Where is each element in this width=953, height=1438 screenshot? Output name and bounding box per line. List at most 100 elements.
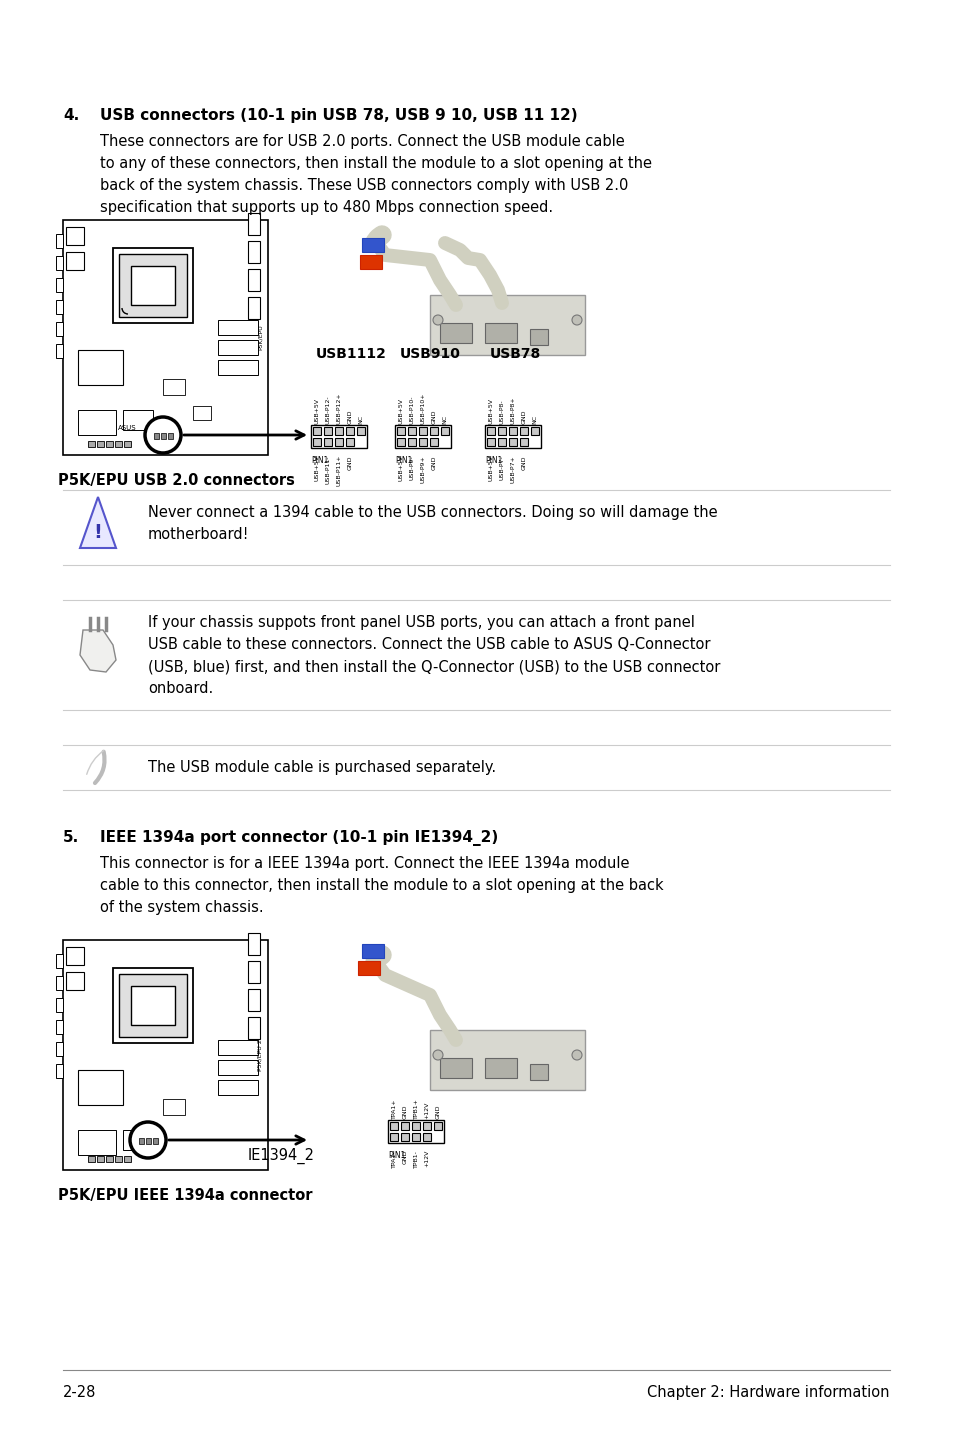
Bar xyxy=(248,961,260,984)
Bar xyxy=(484,324,517,344)
Bar xyxy=(484,1058,517,1078)
Bar xyxy=(78,1130,116,1155)
Text: IEEE 1394a port connector (10-1 pin IE1394_2): IEEE 1394a port connector (10-1 pin IE13… xyxy=(100,830,497,846)
Text: NC: NC xyxy=(442,416,447,424)
Bar xyxy=(430,427,437,436)
Bar xyxy=(440,427,449,436)
Bar xyxy=(218,1080,257,1094)
Bar xyxy=(56,998,63,1012)
Bar xyxy=(356,427,365,436)
Polygon shape xyxy=(80,498,116,548)
Bar xyxy=(248,1017,260,1040)
Text: +12V: +12V xyxy=(424,1102,429,1119)
Bar xyxy=(124,1156,131,1162)
Bar xyxy=(396,427,405,436)
Text: to any of these connectors, then install the module to a slot opening at the: to any of these connectors, then install… xyxy=(100,155,651,171)
Text: GND: GND xyxy=(521,410,526,424)
Bar xyxy=(88,441,95,447)
Text: specification that supports up to 480 Mbps connection speed.: specification that supports up to 480 Mb… xyxy=(100,200,553,216)
Bar xyxy=(66,227,84,244)
Text: TPB1+: TPB1+ xyxy=(413,1099,418,1119)
Bar xyxy=(112,968,193,1043)
Bar xyxy=(439,324,472,344)
Bar xyxy=(395,426,451,449)
Text: USB-P10+: USB-P10+ xyxy=(420,393,425,424)
Text: USB-P11+: USB-P11+ xyxy=(336,454,341,486)
Text: Chapter 2: Hardware information: Chapter 2: Hardware information xyxy=(647,1385,889,1401)
Bar xyxy=(248,213,260,234)
Bar xyxy=(248,933,260,955)
Bar xyxy=(56,301,63,313)
Text: USB-P8+: USB-P8+ xyxy=(510,397,515,424)
Text: USB-P11-: USB-P11- xyxy=(325,454,330,483)
Text: of the system chassis.: of the system chassis. xyxy=(100,900,263,915)
Text: ASUS: ASUS xyxy=(118,426,136,431)
Text: GND: GND xyxy=(402,1104,407,1119)
Bar xyxy=(497,439,505,446)
Text: TPA1-: TPA1- xyxy=(391,1150,396,1168)
Bar xyxy=(123,1130,152,1150)
Bar xyxy=(78,410,116,436)
Bar xyxy=(361,943,384,958)
Bar xyxy=(78,1070,123,1104)
Bar xyxy=(361,239,384,252)
Text: GND: GND xyxy=(431,410,436,424)
Text: Never connect a 1394 cable to the USB connectors. Doing so will damage the: Never connect a 1394 cable to the USB co… xyxy=(148,505,717,521)
Bar xyxy=(112,247,193,324)
Text: USB-P10-: USB-P10- xyxy=(409,395,414,424)
Circle shape xyxy=(572,315,581,325)
Bar xyxy=(56,344,63,358)
Bar xyxy=(430,295,584,355)
Text: 5.: 5. xyxy=(63,830,79,846)
Bar xyxy=(390,1133,397,1140)
FancyArrowPatch shape xyxy=(87,751,104,774)
Polygon shape xyxy=(80,630,116,672)
Bar xyxy=(484,426,540,449)
Bar xyxy=(63,940,268,1171)
Bar xyxy=(311,426,367,449)
Text: GND: GND xyxy=(347,454,352,469)
Bar xyxy=(56,256,63,270)
Bar xyxy=(324,439,332,446)
Bar xyxy=(530,329,547,345)
Text: These connectors are for USB 2.0 ports. Connect the USB module cable: These connectors are for USB 2.0 ports. … xyxy=(100,134,624,150)
Bar xyxy=(119,974,187,1037)
Text: USB-P12-: USB-P12- xyxy=(325,395,330,424)
Bar xyxy=(123,410,152,430)
Text: USB cable to these connectors. Connect the USB cable to ASUS Q-Connector: USB cable to these connectors. Connect t… xyxy=(148,637,710,651)
Circle shape xyxy=(572,1050,581,1060)
Bar xyxy=(56,953,63,968)
Text: USB-P7-: USB-P7- xyxy=(499,454,504,480)
Text: P5K/EPU IEEE 1394a connector: P5K/EPU IEEE 1394a connector xyxy=(58,1188,313,1204)
Bar xyxy=(390,1122,397,1130)
Bar xyxy=(509,427,517,436)
Text: IE1394_2: IE1394_2 xyxy=(248,1148,314,1165)
Bar xyxy=(509,439,517,446)
Circle shape xyxy=(130,1122,166,1158)
Text: cable to this connector, then install the module to a slot opening at the back: cable to this connector, then install th… xyxy=(100,879,663,893)
Bar xyxy=(168,433,172,439)
Text: 4.: 4. xyxy=(63,108,79,124)
Bar xyxy=(56,976,63,989)
Text: GND: GND xyxy=(347,410,352,424)
Bar xyxy=(106,1156,112,1162)
Bar xyxy=(78,349,123,385)
Bar xyxy=(486,427,495,436)
Bar xyxy=(56,1043,63,1055)
Bar xyxy=(408,427,416,436)
Text: PIN1: PIN1 xyxy=(388,1150,405,1160)
Text: USB-P12+: USB-P12+ xyxy=(336,393,341,424)
Bar xyxy=(418,427,427,436)
Bar xyxy=(412,1133,419,1140)
Bar xyxy=(418,439,427,446)
Bar xyxy=(218,1040,257,1055)
Text: USB-P8-: USB-P8- xyxy=(499,400,504,424)
Bar xyxy=(218,321,257,335)
Text: GND: GND xyxy=(402,1150,407,1165)
Bar xyxy=(422,1122,431,1130)
Bar xyxy=(486,439,495,446)
Text: PIN1: PIN1 xyxy=(395,456,412,464)
Bar xyxy=(313,427,320,436)
Bar xyxy=(106,441,112,447)
Bar xyxy=(56,1020,63,1034)
